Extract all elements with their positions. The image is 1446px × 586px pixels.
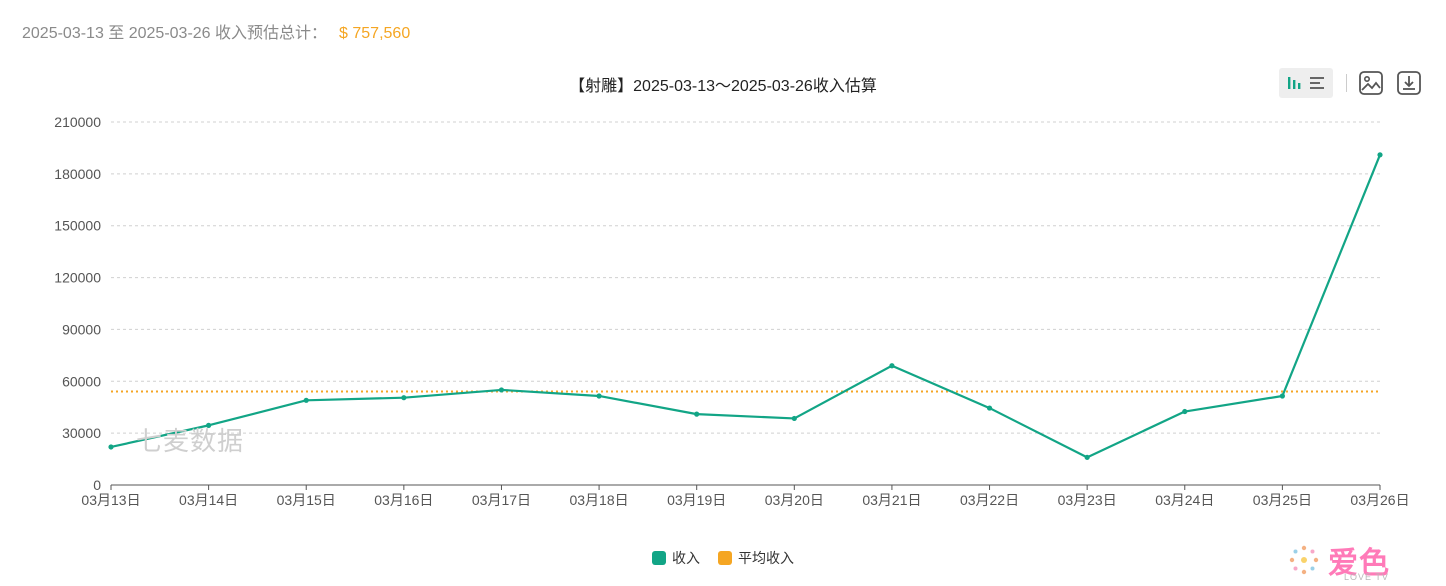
logo-text: 爱色 (1328, 547, 1390, 580)
x-tick-label: 03月19日 (667, 492, 726, 508)
x-tick-label: 03月22日 (960, 492, 1019, 508)
data-point (596, 393, 602, 399)
legend-swatch-average (718, 551, 732, 565)
x-tick-label: 03月25日 (1253, 492, 1312, 508)
summary-amount: $ 757,560 (339, 25, 411, 42)
x-tick-label: 03月13日 (81, 492, 140, 508)
grid-layer (111, 121, 1380, 434)
y-tick-label: 120000 (54, 270, 101, 286)
brand-logo: 爱色 LOVE TV (1286, 538, 1416, 584)
y-tick-label: 90000 (62, 321, 101, 337)
x-tick-label: 03月23日 (1058, 492, 1117, 508)
axis-layer: 0 30000 60000 90000 120000 150000 180000 210000… (54, 114, 1409, 508)
sparkle-icon (1289, 545, 1319, 575)
summary-label: 2025-03-13 至 2025-03-26 收入预估总计： (22, 25, 328, 42)
y-tick-label: 0 (93, 477, 101, 493)
data-point (1279, 393, 1285, 399)
revenue-summary: 2025-03-13 至 2025-03-26 收入预估总计： $ 757,560 (22, 19, 410, 43)
y-tick-label: 150000 (54, 218, 101, 234)
data-point (498, 387, 505, 393)
data-point (303, 397, 309, 403)
download-icon[interactable] (1396, 70, 1422, 101)
y-tick-label: 60000 (62, 373, 101, 389)
data-point (206, 422, 212, 428)
legend-label-average: 平均收入 (738, 550, 794, 566)
chart-title: 【射雕】2025-03-13～2025-03-26收入估算 (569, 78, 877, 95)
y-tick-label: 210000 (54, 114, 101, 130)
legend-item-revenue[interactable]: 收入 (652, 548, 700, 568)
list-icon[interactable] (1308, 73, 1328, 98)
watermark-text: 七麦数据 (136, 426, 245, 456)
data-point (694, 411, 700, 417)
image-icon[interactable] (1358, 70, 1384, 101)
x-tick-label: 03月15日 (277, 492, 336, 508)
series-layer (108, 152, 1383, 460)
bar-chart-icon[interactable] (1285, 73, 1305, 98)
data-point (1377, 152, 1383, 158)
data-point (791, 415, 797, 422)
legend-swatch-revenue (652, 551, 666, 565)
data-point (889, 363, 895, 369)
x-tick-label: 03月26日 (1350, 492, 1409, 508)
y-tick-label: 180000 (54, 166, 101, 182)
data-point (1084, 454, 1090, 460)
x-tick-label: 03月18日 (569, 492, 628, 508)
data-point (108, 444, 114, 450)
legend-label-revenue: 收入 (672, 550, 700, 566)
x-tick-label: 03月21日 (862, 492, 921, 508)
series-line-revenue (110, 154, 1382, 459)
data-point (401, 395, 407, 401)
data-point (1182, 408, 1188, 415)
chart-legend: 收入 平均收入 (0, 548, 1446, 568)
x-tick-label: 03月16日 (374, 492, 433, 508)
logo-subtext: LOVE TV (1344, 572, 1389, 582)
x-tick-label: 03月24日 (1155, 492, 1214, 508)
x-tick-label: 03月17日 (472, 492, 531, 508)
data-point (986, 405, 993, 411)
legend-item-average[interactable]: 平均收入 (718, 548, 794, 568)
y-tick-label: 30000 (62, 425, 101, 441)
x-tick-label: 03月20日 (765, 492, 824, 508)
x-tick-label: 03月14日 (179, 492, 238, 508)
toolbar-divider (1346, 74, 1347, 92)
